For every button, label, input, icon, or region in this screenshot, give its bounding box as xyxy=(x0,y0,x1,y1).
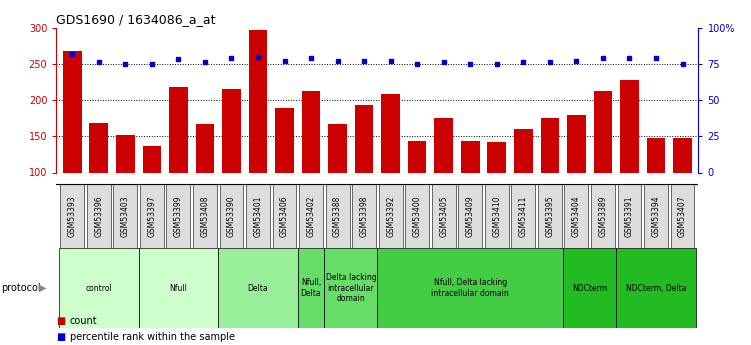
FancyBboxPatch shape xyxy=(139,248,219,328)
Bar xyxy=(408,141,427,245)
Text: GSM53400: GSM53400 xyxy=(413,195,421,237)
FancyBboxPatch shape xyxy=(432,184,456,248)
Text: GSM53399: GSM53399 xyxy=(174,195,183,237)
Text: GSM53401: GSM53401 xyxy=(254,195,263,237)
Text: Nfull,
Delta: Nfull, Delta xyxy=(300,278,321,298)
Bar xyxy=(514,129,532,245)
Text: Nfull: Nfull xyxy=(170,284,187,293)
Bar xyxy=(275,108,294,245)
Text: GSM53388: GSM53388 xyxy=(333,196,342,237)
Bar xyxy=(541,118,559,245)
Bar xyxy=(222,89,241,245)
FancyBboxPatch shape xyxy=(644,184,668,248)
FancyBboxPatch shape xyxy=(538,184,562,248)
Text: Nfull, Delta lacking
intracellular domain: Nfull, Delta lacking intracellular domai… xyxy=(431,278,509,298)
Text: GSM53396: GSM53396 xyxy=(95,195,104,237)
Text: GSM53406: GSM53406 xyxy=(280,195,289,237)
Text: GSM53402: GSM53402 xyxy=(306,195,315,237)
Bar xyxy=(116,135,134,245)
FancyBboxPatch shape xyxy=(219,248,298,328)
Text: GSM53392: GSM53392 xyxy=(386,195,395,237)
Text: protocol: protocol xyxy=(1,283,41,293)
Bar xyxy=(434,118,453,245)
FancyBboxPatch shape xyxy=(326,184,349,248)
FancyBboxPatch shape xyxy=(377,248,563,328)
Bar xyxy=(169,87,188,245)
FancyBboxPatch shape xyxy=(563,248,616,328)
FancyBboxPatch shape xyxy=(113,184,137,248)
FancyBboxPatch shape xyxy=(140,184,164,248)
Text: ■: ■ xyxy=(56,332,65,342)
Text: GDS1690 / 1634086_a_at: GDS1690 / 1634086_a_at xyxy=(56,13,216,27)
Bar xyxy=(620,80,639,245)
Text: GSM53395: GSM53395 xyxy=(545,195,554,237)
FancyBboxPatch shape xyxy=(219,184,243,248)
Bar xyxy=(195,124,214,245)
Text: GSM53404: GSM53404 xyxy=(572,195,581,237)
Text: Delta lacking
intracellular
domain: Delta lacking intracellular domain xyxy=(325,273,376,303)
FancyBboxPatch shape xyxy=(485,184,508,248)
FancyBboxPatch shape xyxy=(406,184,429,248)
Bar xyxy=(89,123,108,245)
FancyBboxPatch shape xyxy=(324,248,377,328)
FancyBboxPatch shape xyxy=(352,184,376,248)
Text: GSM53397: GSM53397 xyxy=(147,195,156,237)
Text: GSM53407: GSM53407 xyxy=(678,195,687,237)
FancyBboxPatch shape xyxy=(565,184,588,248)
FancyBboxPatch shape xyxy=(617,184,641,248)
Text: GSM53389: GSM53389 xyxy=(599,195,608,237)
FancyBboxPatch shape xyxy=(59,248,139,328)
Bar xyxy=(328,124,347,245)
Text: GSM53391: GSM53391 xyxy=(625,195,634,237)
Bar xyxy=(302,91,321,245)
FancyBboxPatch shape xyxy=(511,184,535,248)
FancyBboxPatch shape xyxy=(379,184,403,248)
Text: count: count xyxy=(70,316,98,326)
Text: Delta: Delta xyxy=(248,284,268,293)
FancyBboxPatch shape xyxy=(299,184,323,248)
Text: NDCterm, Delta: NDCterm, Delta xyxy=(626,284,686,293)
Bar xyxy=(382,94,400,245)
Text: GSM53398: GSM53398 xyxy=(360,195,369,237)
FancyBboxPatch shape xyxy=(671,184,695,248)
Bar xyxy=(63,51,82,245)
Text: control: control xyxy=(86,284,112,293)
Bar xyxy=(567,115,586,245)
FancyBboxPatch shape xyxy=(193,184,217,248)
FancyBboxPatch shape xyxy=(458,184,482,248)
FancyBboxPatch shape xyxy=(616,248,695,328)
Text: GSM53411: GSM53411 xyxy=(519,196,528,237)
Text: GSM53393: GSM53393 xyxy=(68,195,77,237)
Bar xyxy=(593,91,612,245)
Text: GSM53409: GSM53409 xyxy=(466,195,475,237)
FancyBboxPatch shape xyxy=(167,184,190,248)
Text: percentile rank within the sample: percentile rank within the sample xyxy=(70,332,235,342)
FancyBboxPatch shape xyxy=(298,248,324,328)
Text: GSM53408: GSM53408 xyxy=(201,195,210,237)
Bar xyxy=(143,146,161,245)
Bar xyxy=(647,138,665,245)
Text: GSM53390: GSM53390 xyxy=(227,195,236,237)
Text: ■: ■ xyxy=(56,316,65,326)
Bar xyxy=(249,30,267,245)
Bar xyxy=(461,141,480,245)
Text: GSM53403: GSM53403 xyxy=(121,195,130,237)
Bar xyxy=(487,142,506,245)
Text: GSM53410: GSM53410 xyxy=(492,195,501,237)
FancyBboxPatch shape xyxy=(591,184,615,248)
Bar xyxy=(354,105,373,245)
FancyBboxPatch shape xyxy=(60,184,84,248)
Text: NDCterm: NDCterm xyxy=(572,284,608,293)
FancyBboxPatch shape xyxy=(246,184,270,248)
Text: GSM53394: GSM53394 xyxy=(651,195,660,237)
FancyBboxPatch shape xyxy=(273,184,297,248)
Bar xyxy=(673,138,692,245)
Text: ▶: ▶ xyxy=(39,283,47,293)
Text: GSM53405: GSM53405 xyxy=(439,195,448,237)
FancyBboxPatch shape xyxy=(87,184,110,248)
